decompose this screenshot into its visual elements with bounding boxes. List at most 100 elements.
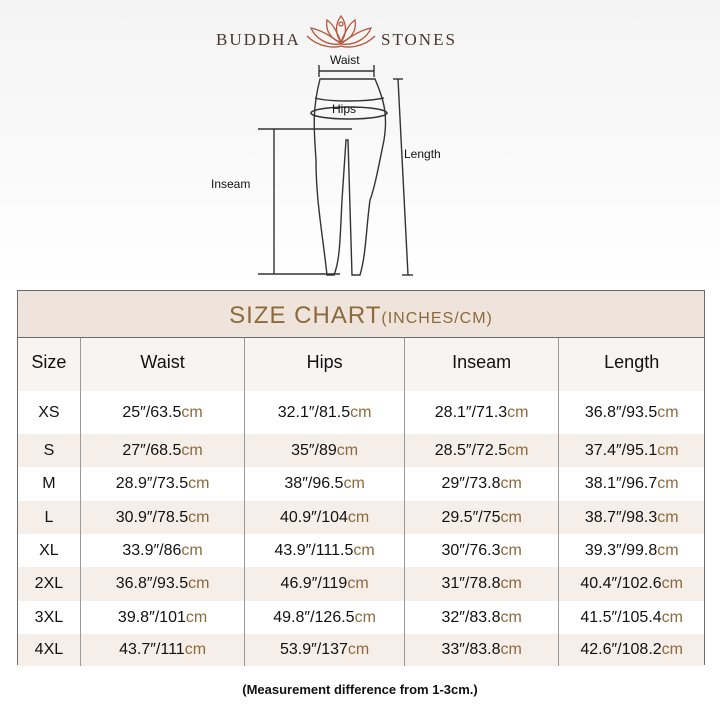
table-row: 4XL 43.7″/111 cm 53.9″/137 cm 33″/83.8 cm 42.6″… [18,634,704,666]
measurement-value: 25″/63.5 [122,403,182,421]
measurement-cell: 31″/78.8 cm [405,567,560,601]
measurement-value: 39.3″/99.8 [584,541,658,559]
measurement-cell: 42.6″/108.2 cm [559,634,704,666]
measurement-cell: 32″/83.8 cm [405,601,560,634]
measurement-cell: 43.9″/111.5 cm [245,534,405,567]
measurement-cell: 35″/89 cm [245,434,405,467]
measurement-cell: 43.7″/111 cm [81,634,246,666]
measurement-value: 28.9″/73.5 [115,475,189,492]
table-row: L 30.9″/78.5 cm 40.9″/104 cm 29.5″/75 cm 38.7″/… [18,501,704,534]
measurement-cell: 39.8″/101 cm [81,601,246,634]
unit-label: cm [184,641,207,658]
measurement-cell: 37.4″/95.1 cm [559,434,704,467]
measurement-cell: 41.5″/105.4 cm [559,601,704,634]
measurement-cell: 38.1″/96.7 cm [559,467,704,501]
unit-label: cm [181,441,203,459]
size-cell: XL [18,534,81,567]
unit-label: cm [500,608,522,626]
measurement-value: 41.5″/105.4 [580,608,662,626]
measurement-value: 28.5″/72.5 [434,441,508,459]
unit-label: cm [185,608,208,626]
measurement-cell: 32.1″/81.5 cm [245,391,405,434]
measurement-value: 42.6″/108.2 [580,641,662,658]
brand-left: BUDDHA [216,30,301,49]
size-chart-title: SIZE CHART(INCHES/CM) [18,291,704,338]
measurement-value: 53.9″/137 [279,641,348,658]
measurement-value: 40.4″/102.6 [580,575,662,592]
measurement-cell: 33″/83.8 cm [405,634,560,666]
unit-label: cm [500,475,522,492]
measurement-cell: 28.5″/72.5 cm [405,434,560,467]
size-cell: 3XL [18,601,81,634]
measurement-value: 36.8″/93.5 [584,403,658,421]
unit-label: cm [657,441,679,459]
leggings-diagram [258,65,413,276]
unit-label: cm [354,608,376,626]
table-row: 3XL 39.8″/101 cm 49.8″/126.5 cm 32″/83.8 cm 41.… [18,601,704,634]
unit-label: cm [500,575,522,592]
unit-label: cm [188,475,210,492]
measurement-value: 40.9″/104 [279,508,348,526]
size-cell: L [18,501,81,534]
unit-label: cm [188,575,210,592]
size-cell: M [18,467,81,501]
size-cell: 2XL [18,567,81,601]
measurement-cell: 36.8″/93.5 cm [559,391,704,434]
measurement-cell: 33.9″/86 cm [81,534,246,567]
length-label: Length [404,147,441,161]
table-row: XL 33.9″/86 cm 43.9″/111.5 cm 30″/76.3 cm 39.3″… [18,534,704,567]
unit-label: cm [661,608,683,626]
measurement-cell: 40.4″/102.6 cm [559,567,704,601]
header-row: Size Waist Hips Inseam Length [18,338,704,391]
title-units: (INCHES/CM) [381,310,493,327]
measurement-cell: 46.9″/119 cm [245,567,405,601]
measurement-cell: 28.9″/73.5 cm [81,467,246,501]
unit-label: cm [657,475,679,492]
table-row: 2XL 36.8″/93.5 cm 46.9″/119 cm 31″/78.8 cm 40.4… [18,567,704,601]
measurement-cell: 36.8″/93.5 cm [81,567,246,601]
unit-label: cm [657,403,679,421]
measurement-note: (Measurement difference from 1-3cm.) [242,682,478,697]
measurement-cell: 40.9″/104 cm [245,501,405,534]
unit-label: cm [336,441,359,459]
measurement-cell: 27″/68.5 cm [81,434,246,467]
unit-label: cm [181,541,203,559]
header-hips: Hips [245,338,405,391]
measurement-cell: 29″/73.8 cm [405,467,560,501]
size-cell: S [18,434,81,467]
unit-label: cm [181,403,203,421]
unit-label: cm [661,575,683,592]
header-length: Length [604,352,660,372]
measurement-cell: 30″/76.3 cm [405,534,560,567]
unit-label: cm [350,403,372,421]
unit-label: cm [657,508,679,526]
table-row: S 27″/68.5 cm 35″/89 cm 28.5″/72.5 cm 37.4″/95.… [18,434,704,467]
measurement-value: 46.9″/119 [280,575,348,592]
measurement-value: 36.8″/93.5 [115,575,189,592]
inseam-label: Inseam [211,177,251,191]
unit-label: cm [500,541,522,559]
measurement-cell: 53.9″/137 cm [245,634,405,666]
measurement-value: 43.7″/111 [119,641,185,658]
measurement-value: 28.1″/71.3 [434,403,508,421]
measurement-value: 38.1″/96.7 [584,475,658,492]
unit-label: cm [347,575,369,592]
header-inseam: Inseam [405,338,560,391]
measurement-cell: 38″/96.5 cm [245,467,405,501]
measurement-value: 43.9″/111.5 [274,541,354,559]
measurement-cell: 25″/63.5 cm [81,391,246,434]
measurement-value: 30.9″/78.5 [115,508,189,526]
measurement-value: 30″/76.3 [441,541,501,559]
hips-label: Hips [332,102,357,116]
unit-label: cm [661,641,683,658]
measurement-value: 32.1″/81.5 [277,403,351,421]
measurement-value: 38.7″/98.3 [584,508,658,526]
header-size: Size [18,338,81,391]
header-waist: Waist [81,338,246,391]
measurement-value: 37.4″/95.1 [584,441,658,459]
measurement-value: 32″/83.8 [441,608,501,626]
measurement-cell: 30.9″/78.5 cm [81,501,246,534]
measurement-value: 29.5″/75 [441,508,501,526]
unit-label: cm [507,403,529,421]
measurement-value: 38″/96.5 [284,475,344,492]
